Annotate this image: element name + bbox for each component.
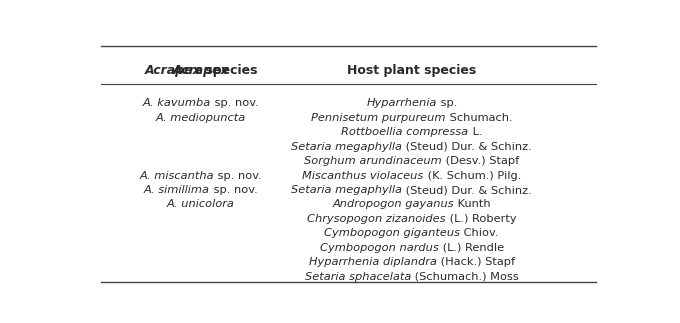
Text: (Desv.) Stapf: (Desv.) Stapf: [442, 156, 520, 166]
Text: Host plant species: Host plant species: [347, 64, 477, 77]
Text: Chiov.: Chiov.: [460, 228, 499, 238]
Text: Schumach.: Schumach.: [445, 113, 512, 123]
Text: Andropogon gayanus: Andropogon gayanus: [333, 199, 454, 209]
Text: Rottboellia compressa: Rottboellia compressa: [341, 127, 469, 137]
Text: Chrysopogon zizanoides: Chrysopogon zizanoides: [307, 214, 445, 224]
Text: Setaria megaphylla: Setaria megaphylla: [291, 142, 403, 152]
Text: (Steud) Dur. & Schinz.: (Steud) Dur. & Schinz.: [403, 142, 532, 152]
Text: L.: L.: [469, 127, 482, 137]
Text: (K. Schum.) Pilg.: (K. Schum.) Pilg.: [424, 171, 521, 181]
Text: (Hack.) Stapf: (Hack.) Stapf: [437, 257, 515, 267]
Text: Pennisetum purpureum: Pennisetum purpureum: [311, 113, 445, 123]
Text: A. simillima: A. simillima: [144, 185, 210, 195]
Text: sp.: sp.: [437, 99, 457, 109]
Text: Sorghum arundinaceum: Sorghum arundinaceum: [304, 156, 442, 166]
Text: sp. nov.: sp. nov.: [214, 171, 262, 181]
Text: (Schumach.) Moss: (Schumach.) Moss: [411, 272, 519, 282]
Text: A. mediopuncta: A. mediopuncta: [156, 113, 246, 123]
Text: Setaria megaphylla: Setaria megaphylla: [291, 185, 403, 195]
Text: A. unicolora: A. unicolora: [167, 199, 235, 209]
Text: Miscanthus violaceus: Miscanthus violaceus: [303, 171, 424, 181]
Text: Setaria sphacelata: Setaria sphacelata: [305, 272, 411, 282]
Text: species: species: [201, 64, 258, 77]
Text: Acrapex: Acrapex: [144, 64, 201, 77]
Text: (L.) Rendle: (L.) Rendle: [439, 243, 504, 253]
Text: (Steud) Dur. & Schinz.: (Steud) Dur. & Schinz.: [403, 185, 532, 195]
Text: Kunth: Kunth: [454, 199, 491, 209]
Text: sp. nov.: sp. nov.: [211, 99, 259, 109]
Text: sp. nov.: sp. nov.: [210, 185, 258, 195]
Text: (L.) Roberty: (L.) Roberty: [445, 214, 516, 224]
Text: A. kavumba: A. kavumba: [143, 99, 211, 109]
Text: Hyparrhenia diplandra: Hyparrhenia diplandra: [309, 257, 437, 267]
Text: Hyparrhenia: Hyparrhenia: [367, 99, 437, 109]
Text: Cymbopogon giganteus: Cymbopogon giganteus: [324, 228, 460, 238]
Text: A. miscantha: A. miscantha: [140, 171, 214, 181]
Text: Cymbopogon nardus: Cymbopogon nardus: [320, 243, 439, 253]
Text: Acrapex: Acrapex: [173, 64, 229, 77]
